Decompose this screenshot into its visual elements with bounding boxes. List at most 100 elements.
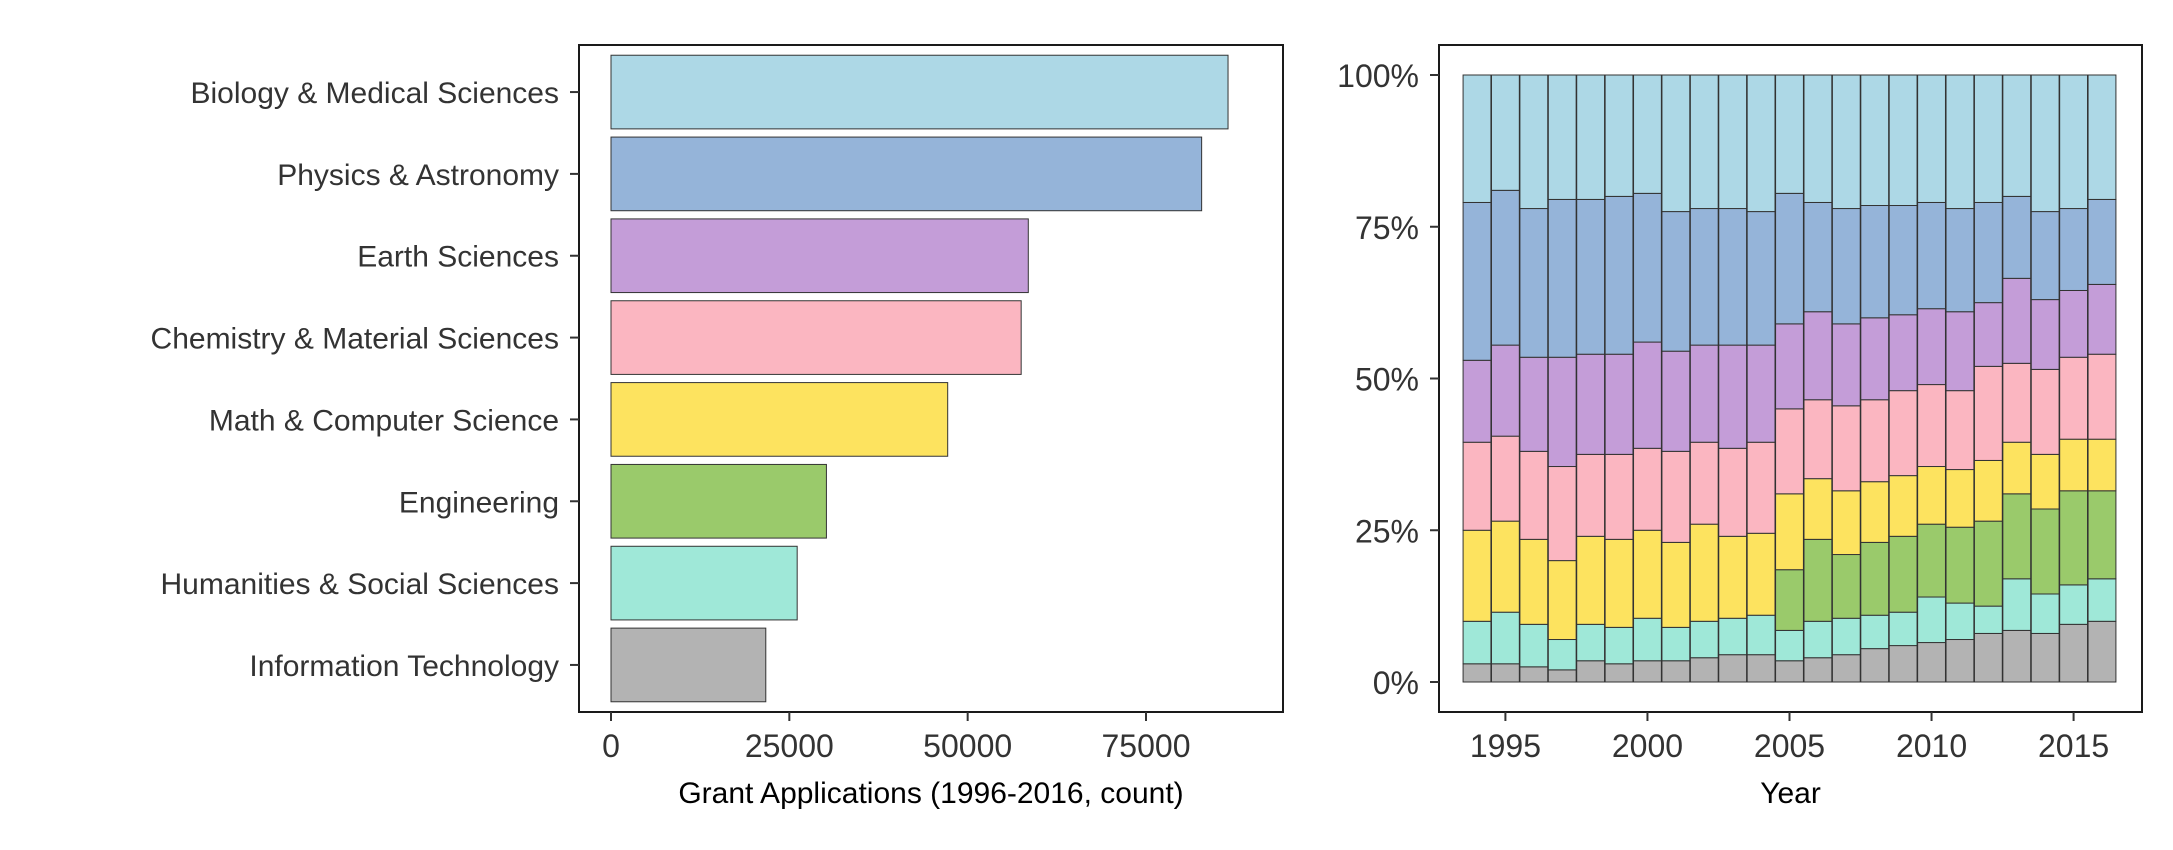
stack-segment-2007-3: [1831, 490, 1861, 556]
bar-1: [610, 136, 1203, 212]
stack-segment-1996-3: [1519, 538, 1549, 625]
stack-segment-2001-4: [1661, 450, 1691, 543]
stack-segment-1994-3: [1462, 529, 1492, 622]
stack-segment-2005-3: [1775, 493, 1804, 571]
stack-segment-2006-0: [1803, 657, 1833, 683]
stack-segment-1997-1: [1547, 639, 1577, 671]
stack-segment-2010-1: [1917, 596, 1946, 644]
stack-segment-2015-4: [2059, 356, 2089, 440]
bar-4: [610, 382, 949, 457]
stack-segment-1995-6: [1490, 189, 1520, 346]
stack-segment-2008-5: [1860, 317, 1890, 401]
stack-segment-1995-3: [1490, 520, 1520, 613]
stack-segment-2014-1: [2030, 593, 2060, 634]
stack-segment-2013-7: [2002, 74, 2032, 197]
stack-segment-1998-4: [1576, 453, 1606, 537]
stack-segment-2013-5: [2002, 277, 2032, 364]
stack-segment-1996-6: [1519, 208, 1549, 358]
y-tick-label-right-1: 25%: [1355, 513, 1419, 549]
stack-segment-2004-5: [1746, 344, 1776, 443]
stack-segment-2007-1: [1831, 617, 1861, 656]
stack-segment-1997-3: [1547, 560, 1577, 641]
stack-segment-1994-4: [1462, 441, 1492, 531]
stack-segment-1998-3: [1576, 535, 1606, 625]
stack-segment-2006-6: [1803, 201, 1833, 313]
stack-segment-2000-1: [1633, 617, 1662, 662]
stack-segment-2014-5: [2030, 299, 2060, 370]
stack-segment-2007-4: [1831, 405, 1861, 492]
stack-segment-2000-0: [1633, 660, 1662, 683]
stack-segment-2005-7: [1775, 74, 1804, 194]
stack-segment-2009-5: [1888, 314, 1918, 392]
x-tick-label-1: 25000: [745, 728, 834, 764]
y-tick-label-right-3: 75%: [1355, 210, 1419, 246]
stack-segment-2002-7: [1689, 74, 1719, 210]
stack-segment-2000-4: [1633, 447, 1662, 531]
stack-segment-1997-0: [1547, 669, 1577, 683]
stack-segment-2000-7: [1633, 74, 1662, 194]
stack-segment-2006-7: [1803, 74, 1833, 203]
stack-segment-2010-4: [1917, 384, 1946, 468]
bar-2: [610, 218, 1029, 294]
stack-segment-2013-0: [2002, 629, 2032, 683]
stack-segment-2015-1: [2059, 584, 2089, 625]
stack-segment-1994-1: [1462, 620, 1492, 665]
stack-segment-2011-0: [1945, 639, 1975, 683]
stack-segment-2003-7: [1718, 74, 1748, 210]
stack-segment-1999-3: [1604, 538, 1634, 628]
x-tick-label-right-3: 2010: [1896, 728, 1967, 764]
stack-segment-2013-1: [2002, 578, 2032, 631]
stack-segment-2002-4: [1689, 441, 1719, 525]
stack-segment-1998-5: [1576, 353, 1606, 455]
stack-segment-1997-4: [1547, 466, 1577, 562]
stack-segment-2013-3: [2002, 441, 2032, 495]
stack-segment-2015-6: [2059, 208, 2089, 291]
y-tick-label-3: Chemistry & Material Sciences: [151, 323, 559, 356]
stack-segment-1994-6: [1462, 201, 1492, 361]
stack-segment-2001-0: [1661, 660, 1691, 683]
x-tick-label-right-0: 1995: [1470, 728, 1541, 764]
stack-segment-2008-1: [1860, 614, 1890, 650]
y-tick-label-2: Earth Sciences: [357, 241, 559, 274]
stack-segment-2002-1: [1689, 620, 1719, 659]
stack-segment-1999-5: [1604, 353, 1634, 455]
stack-segment-1999-0: [1604, 663, 1634, 683]
stack-segment-1996-1: [1519, 623, 1549, 668]
stack-segment-1995-4: [1490, 435, 1520, 522]
stack-segment-2014-0: [2030, 632, 2060, 683]
stack-segment-2014-4: [2030, 368, 2060, 455]
stack-segment-2011-2: [1945, 526, 1975, 604]
stack-segment-1995-0: [1490, 663, 1520, 683]
stack-segment-2007-7: [1831, 74, 1861, 210]
stack-segment-2011-3: [1945, 469, 1975, 528]
stack-segment-2015-3: [2059, 438, 2089, 492]
stack-segment-2006-3: [1803, 478, 1833, 540]
x-tick-label-right-2: 2005: [1754, 728, 1825, 764]
right-stacked-bar-chart: 0% 25% 50% 75% 100% 1995 2000 2005 2010 2015 Year: [1337, 44, 2143, 810]
stack-segment-2014-2: [2030, 508, 2060, 595]
stack-segment-1998-7: [1576, 74, 1606, 200]
x-tick-label-2: 50000: [923, 728, 1012, 764]
stack-segment-1997-6: [1547, 198, 1577, 358]
stack-segment-2011-1: [1945, 602, 1975, 641]
stack-segment-2002-3: [1689, 523, 1719, 622]
bar-5: [610, 463, 827, 539]
stack-segment-2003-3: [1718, 535, 1748, 619]
stack-segment-2004-6: [1746, 211, 1776, 346]
stack-segment-1996-4: [1519, 450, 1549, 540]
stack-segment-2006-5: [1803, 311, 1833, 401]
stack-segment-2009-4: [1888, 390, 1918, 477]
stack-segment-2012-5: [1973, 302, 2003, 367]
stack-segment-2004-7: [1746, 74, 1776, 213]
stack-segment-2005-4: [1775, 408, 1804, 495]
stack-segment-2014-6: [2030, 211, 2060, 301]
stack-segment-2007-0: [1831, 654, 1861, 683]
stack-segment-2001-6: [1661, 211, 1691, 352]
stack-segment-2004-1: [1746, 614, 1776, 656]
stack-segment-2002-0: [1689, 657, 1719, 683]
stack-segment-2001-1: [1661, 626, 1691, 662]
stack-segment-2006-4: [1803, 399, 1833, 480]
stack-segment-1998-1: [1576, 623, 1606, 662]
stack-segment-2008-4: [1860, 399, 1890, 483]
stack-segment-2006-1: [1803, 620, 1833, 659]
